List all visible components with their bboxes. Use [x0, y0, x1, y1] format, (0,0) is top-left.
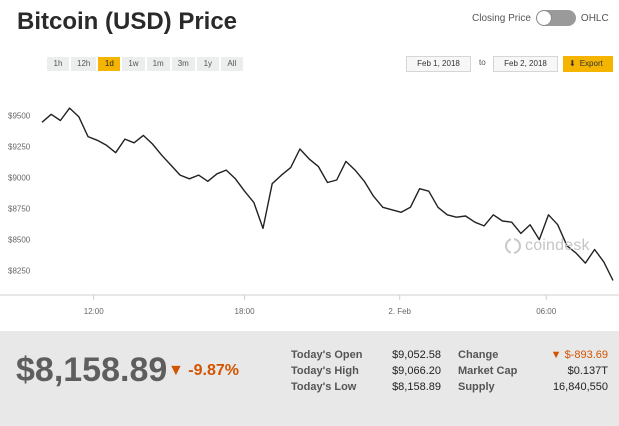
down-arrow-icon: ▼ — [168, 362, 184, 379]
y-tick-label: $8250 — [8, 267, 31, 276]
to-label: to — [479, 58, 486, 67]
stat-value-high: $9,066.20 — [392, 365, 441, 377]
x-tick-label: 18:00 — [235, 307, 256, 316]
coindesk-watermark: coindesk — [505, 237, 590, 257]
stats-left-values: $9,052.58 $9,066.20 $8,158.89 — [378, 347, 441, 395]
price-summary-footer: $8,158.89 ▼ -9.87% Today's Open Today's … — [0, 331, 619, 426]
range-button-all[interactable]: All — [220, 57, 243, 71]
range-buttons: 1h 12h 1d 1w 1m 3m 1y All — [47, 57, 243, 71]
price-chart: $9500 $9250 $9000 $8750 $8500 $8250 12:00 18:0… — [0, 107, 619, 316]
stat-label-high: Today's High — [291, 365, 359, 377]
toggle-knob — [536, 11, 551, 25]
stat-label-low: Today's Low — [291, 381, 357, 393]
stat-label-open: Today's Open — [291, 349, 363, 361]
stats-right-labels: Change Market Cap Supply — [458, 347, 517, 395]
current-price: $8,158.89 — [16, 351, 168, 389]
x-tick-label: 2. Feb — [388, 307, 411, 316]
stat-value-change-text: $-893.69 — [564, 349, 608, 361]
price-line — [41, 107, 614, 281]
x-axis: 12:00 18:00 2. Feb 06:00 — [0, 294, 619, 316]
price-type-toggle-group: Closing Price OHLC — [472, 10, 609, 26]
range-button-3m[interactable]: 3m — [171, 57, 195, 71]
y-tick-label: $8500 — [8, 236, 31, 245]
watermark-text: coindesk — [525, 237, 590, 254]
coindesk-logo-icon — [505, 237, 521, 257]
range-button-1y[interactable]: 1y — [196, 57, 219, 71]
export-button[interactable]: ⬇ Export — [563, 56, 613, 72]
x-tick-label: 06:00 — [536, 307, 557, 316]
range-button-12h[interactable]: 12h — [71, 57, 97, 71]
y-axis: $9500 $9250 $9000 $8750 $8500 $8250 — [8, 112, 31, 276]
stat-label-supply: Supply — [458, 381, 495, 393]
closing-price-label: Closing Price — [472, 12, 531, 24]
range-button-1m[interactable]: 1m — [146, 57, 170, 71]
stats-left-labels: Today's Open Today's High Today's Low — [291, 347, 362, 395]
change-percent: ▼ -9.87% — [168, 362, 239, 380]
from-date-input[interactable]: Feb 1, 2018 — [406, 56, 471, 72]
stat-label-change: Change — [458, 349, 499, 361]
price-type-toggle[interactable] — [535, 10, 576, 26]
y-tick-label: $9000 — [8, 174, 31, 183]
export-label: Export — [579, 59, 603, 68]
stat-value-low: $8,158.89 — [392, 381, 441, 393]
stats-right-values: ▼ $-893.69 $0.137T 16,840,550 — [530, 347, 608, 395]
y-tick-label: $9250 — [8, 143, 31, 152]
stat-value-market-cap: $0.137T — [567, 365, 608, 377]
y-tick-label: $9500 — [8, 112, 31, 121]
range-button-1d[interactable]: 1d — [98, 57, 121, 71]
download-arrow-icon: ⬇ — [569, 59, 576, 68]
x-tick-label: 12:00 — [84, 307, 105, 316]
to-date-input[interactable]: Feb 2, 2018 — [493, 56, 558, 72]
ohlc-label: OHLC — [580, 12, 609, 24]
stat-value-change: ▼ $-893.69 — [530, 347, 608, 363]
range-button-1w[interactable]: 1w — [122, 57, 145, 71]
change-percent-value: -9.87% — [188, 362, 239, 379]
change-down-arrow-icon: ▼ — [550, 349, 562, 361]
stat-value-supply: 16,840,550 — [552, 381, 608, 393]
stat-label-market-cap: Market Cap — [458, 365, 518, 377]
range-button-1h[interactable]: 1h — [47, 57, 69, 71]
page-title: Bitcoin (USD) Price — [17, 8, 238, 35]
stat-value-open: $9,052.58 — [392, 349, 441, 361]
y-tick-label: $8750 — [8, 205, 31, 214]
